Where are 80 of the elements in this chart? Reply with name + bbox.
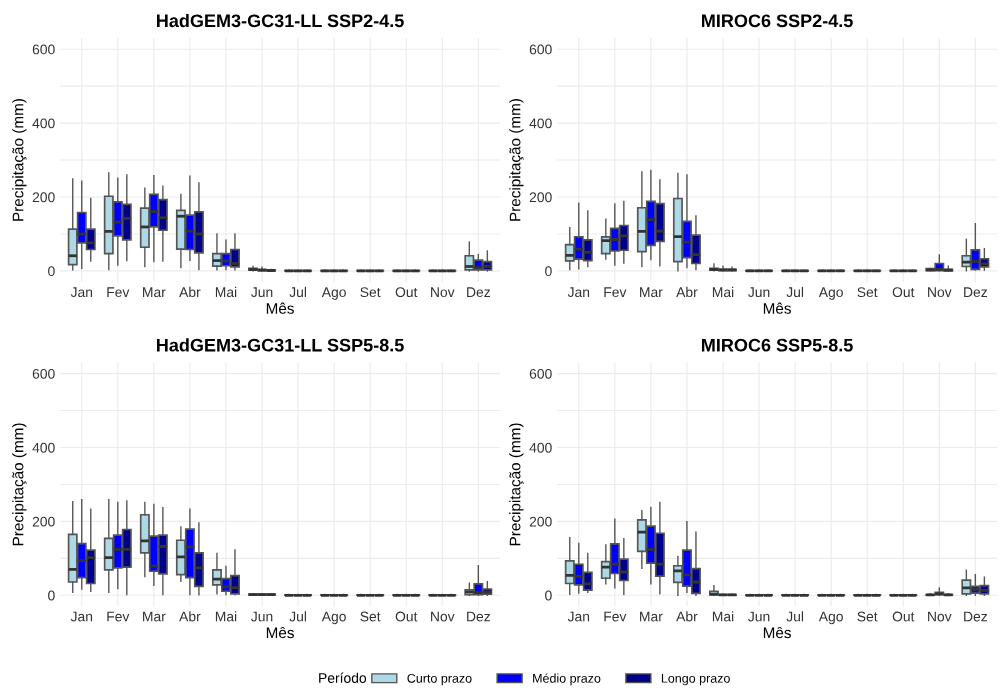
- x-tick-label: Jul: [289, 611, 307, 622]
- x-tick-label: Jun: [251, 611, 273, 622]
- x-tick-label: Abr: [179, 611, 201, 622]
- x-tick-label: Abr: [676, 286, 698, 298]
- x-tick-label: Jul: [786, 286, 804, 298]
- x-tick-label: Dez: [964, 287, 988, 298]
- x-tick-label: Set: [360, 611, 381, 622]
- x-tick-label: Mar: [640, 611, 663, 622]
- x-tick-label: Mai: [215, 286, 237, 298]
- x-tick-label: Nov: [431, 287, 455, 298]
- y-tick-label: 200: [32, 516, 55, 527]
- x-tick-label: Jan: [567, 287, 590, 298]
- x-tick-label: Out: [892, 287, 915, 298]
- y-tick-label: 400: [32, 442, 55, 453]
- x-tick-label: Abr: [179, 286, 201, 298]
- legend-title: Período: [319, 672, 367, 683]
- y-tick-label: 200: [529, 192, 552, 203]
- y-axis-title: Precipitação (mm): [12, 423, 27, 546]
- x-tick-label: Nov: [928, 611, 952, 622]
- y-tick-label: 200: [529, 516, 552, 527]
- x-tick-label: Jun: [251, 287, 273, 298]
- x-tick-label: Abr: [676, 611, 698, 622]
- y-tick-label: 600: [529, 44, 552, 55]
- x-axis-title: Mês: [266, 302, 294, 314]
- y-tick-label: 400: [529, 442, 552, 453]
- x-tick-label: Out: [395, 287, 418, 298]
- x-tick-label: Ago: [818, 611, 843, 625]
- x-tick-label: Mar: [143, 611, 166, 622]
- x-tick-label: Set: [360, 287, 381, 298]
- y-axis-title: Precipitação (mm): [509, 99, 524, 221]
- x-tick-label: Out: [892, 611, 915, 622]
- x-tick-label: Ago: [321, 611, 346, 625]
- x-tick-label: Mar: [640, 287, 663, 298]
- legend-label: Médio prazo: [533, 673, 601, 686]
- legend-label: Curto prazo: [407, 673, 472, 686]
- x-tick-label: Jan: [70, 287, 93, 298]
- x-tick-label: Mai: [712, 286, 734, 298]
- y-tick-label: 600: [32, 368, 55, 379]
- x-axis-title: Mês: [763, 626, 791, 639]
- y-tick-label: 600: [32, 44, 55, 55]
- x-tick-label: Set: [857, 611, 878, 622]
- x-tick-label: Jun: [748, 287, 770, 298]
- x-tick-label: Nov: [431, 611, 455, 622]
- y-tick-label: 0: [545, 590, 552, 601]
- x-tick-label: Jun: [748, 611, 770, 622]
- y-axis-title: Precipitação (mm): [12, 99, 27, 221]
- chart-title: MIROC6 SSP5-8.5: [702, 338, 853, 352]
- x-tick-label: Set: [857, 287, 878, 298]
- chart-title: HadGEM3-GC31-LL SSP2-4.5: [157, 13, 404, 28]
- x-axis-title: Mês: [763, 302, 791, 314]
- x-tick-label: Fev: [604, 287, 627, 298]
- x-tick-label: Out: [395, 611, 418, 622]
- x-axis-title: Mês: [266, 626, 294, 639]
- y-tick-label: 400: [529, 118, 552, 129]
- x-tick-label: Dez: [467, 287, 490, 298]
- x-tick-label: Jul: [289, 286, 307, 298]
- x-tick-label: Nov: [928, 287, 952, 298]
- y-tick-label: 200: [32, 192, 55, 203]
- chart-title: HadGEM3-GC31-LL SSP5-8.5: [157, 338, 404, 352]
- x-tick-label: Jul: [786, 611, 804, 622]
- x-tick-label: Dez: [467, 611, 490, 622]
- x-tick-label: Fev: [604, 611, 627, 622]
- y-axis-title: Precipitação (mm): [509, 423, 524, 546]
- x-tick-label: Ago: [321, 287, 346, 300]
- chart-title: MIROC6 SSP2-4.5: [702, 14, 853, 28]
- x-tick-label: Jan: [567, 611, 590, 622]
- x-tick-label: Dez: [964, 611, 988, 622]
- x-tick-label: Jan: [70, 611, 93, 622]
- y-tick-label: 0: [545, 266, 552, 277]
- x-tick-label: Ago: [818, 287, 843, 300]
- y-tick-label: 0: [48, 590, 55, 601]
- x-tick-label: Fev: [107, 611, 130, 622]
- x-tick-label: Mar: [143, 287, 166, 298]
- x-tick-label: Mai: [215, 611, 237, 622]
- y-tick-label: 400: [32, 118, 55, 129]
- y-tick-label: 600: [529, 368, 552, 379]
- y-tick-label: 0: [48, 266, 55, 277]
- x-tick-label: Fev: [107, 287, 130, 298]
- legend-label: Longo prazo: [661, 674, 730, 686]
- x-tick-label: Mai: [712, 611, 734, 622]
